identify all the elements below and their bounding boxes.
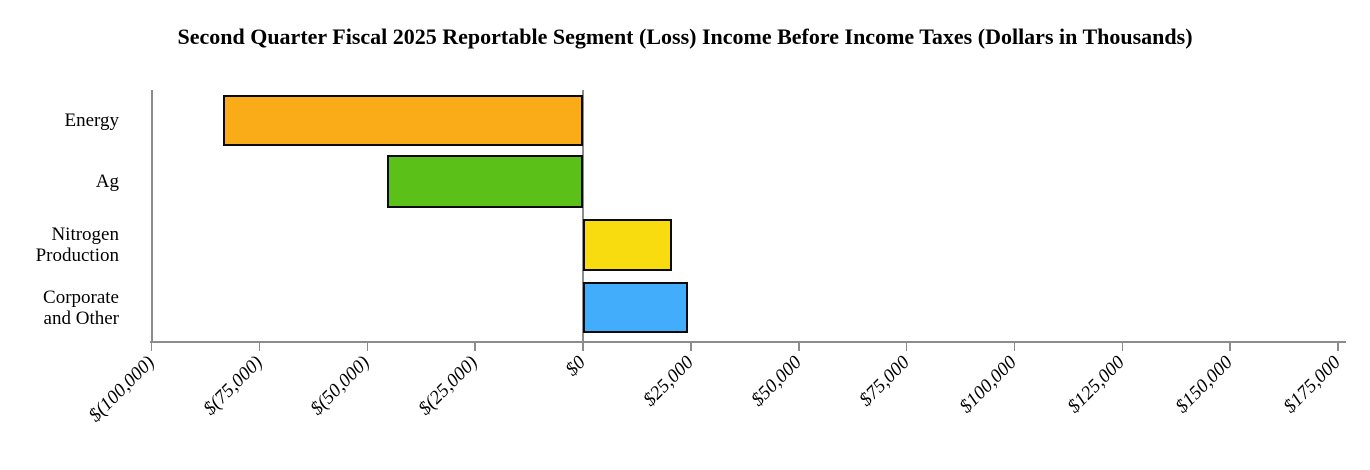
x-axis-tick bbox=[150, 343, 153, 351]
x-tick-label: $(75,000) bbox=[198, 352, 267, 420]
x-tick-label: $150,000 bbox=[1171, 352, 1237, 418]
bar-nitrogen-production bbox=[583, 219, 672, 271]
x-tick-label: $25,000 bbox=[639, 352, 698, 411]
x-tick-label: $75,000 bbox=[854, 352, 914, 411]
bar-ag bbox=[386, 155, 584, 208]
x-axis-tick bbox=[474, 343, 476, 351]
category-label: Corporate bbox=[43, 286, 119, 308]
x-axis-tick bbox=[258, 343, 261, 351]
x-tick-label: $0 bbox=[561, 352, 590, 381]
x-tick-label: $(25,000) bbox=[414, 352, 483, 420]
category-label: and Other bbox=[43, 307, 119, 329]
zero-value-line bbox=[582, 90, 585, 341]
x-tick-label: $125,000 bbox=[1063, 352, 1130, 418]
x-axis-tick bbox=[582, 343, 584, 351]
bar-energy bbox=[222, 95, 584, 146]
x-axis-tick bbox=[1121, 343, 1124, 351]
x-axis-tick bbox=[1013, 343, 1016, 351]
x-axis-tick bbox=[905, 343, 908, 351]
category-label: Energy bbox=[64, 110, 119, 131]
x-axis-line bbox=[149, 341, 1346, 343]
bar-corporate-and-other bbox=[583, 282, 688, 333]
x-tick-label: $50,000 bbox=[747, 352, 806, 411]
x-axis-tick bbox=[366, 343, 369, 351]
x-tick-label: $(50,000) bbox=[306, 352, 375, 420]
category-label: Ag bbox=[95, 171, 119, 192]
category-label: Nitrogen bbox=[51, 224, 119, 245]
category-label: Production bbox=[35, 245, 119, 266]
x-axis-tick bbox=[1337, 343, 1339, 351]
x-tick-label: $(100,000) bbox=[84, 352, 159, 427]
x-axis-tick bbox=[1229, 343, 1231, 351]
y-axis-line bbox=[150, 90, 153, 342]
x-tick-label: $175,000 bbox=[1279, 352, 1345, 418]
x-tick-label: $100,000 bbox=[956, 352, 1022, 418]
chart-title: Second Quarter Fiscal 2025 Reportable Se… bbox=[177, 24, 1193, 49]
x-axis-tick bbox=[690, 343, 692, 351]
x-axis-tick bbox=[798, 343, 800, 351]
